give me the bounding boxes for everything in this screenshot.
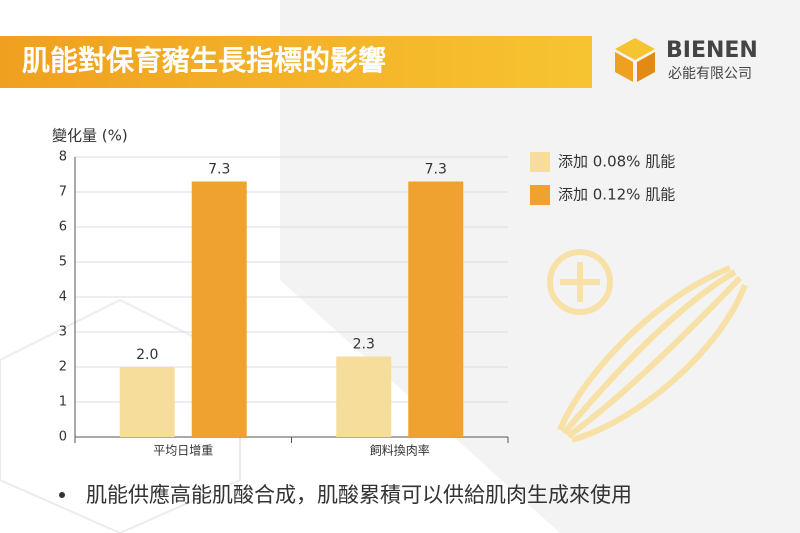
legend-swatch: [530, 152, 550, 172]
y-tick-label: 5: [59, 255, 67, 270]
y-tick-label: 2: [59, 360, 67, 375]
bar: [119, 367, 175, 437]
value-label: 7.3: [208, 162, 230, 178]
y-axis-label: 變化量 (%): [52, 127, 128, 145]
y-tick-label: 0: [59, 430, 67, 445]
y-tick-label: 1: [59, 395, 67, 410]
legend-label: 添加 0.08% 肌能: [558, 153, 675, 171]
bullet-text: 肌能供應高能肌酸合成，肌酸累積可以供給肌肉生成來使用: [86, 483, 632, 507]
logo: [615, 38, 655, 82]
y-tick-label: 6: [59, 220, 67, 235]
bar: [336, 356, 392, 437]
bullet-dot: [59, 492, 65, 498]
value-label: 2.3: [353, 337, 375, 353]
x-tick-label: 飼料換肉率: [370, 443, 430, 458]
company: 必能有限公司: [668, 66, 752, 82]
bar: [408, 181, 464, 437]
y-tick-label: 4: [59, 290, 67, 305]
value-label: 2.0: [136, 347, 158, 363]
decoration: [547, 249, 748, 443]
legend-label: 添加 0.12% 肌能: [558, 186, 675, 204]
y-tick-label: 7: [59, 185, 67, 200]
y-tick-label: 3: [59, 325, 67, 340]
title: 肌能對保育豬生長指標的影響: [22, 44, 386, 77]
title-bar: [0, 36, 592, 88]
bg-hex: [0, 298, 241, 533]
bar: [191, 181, 247, 437]
y-tick-label: 8: [59, 150, 67, 165]
x-tick-label: 平均日增重: [153, 444, 213, 458]
bg-shape: [280, 0, 800, 533]
legend-swatch: [530, 185, 550, 205]
brand: BIENEN: [666, 38, 758, 63]
value-label: 7.3: [425, 162, 447, 178]
